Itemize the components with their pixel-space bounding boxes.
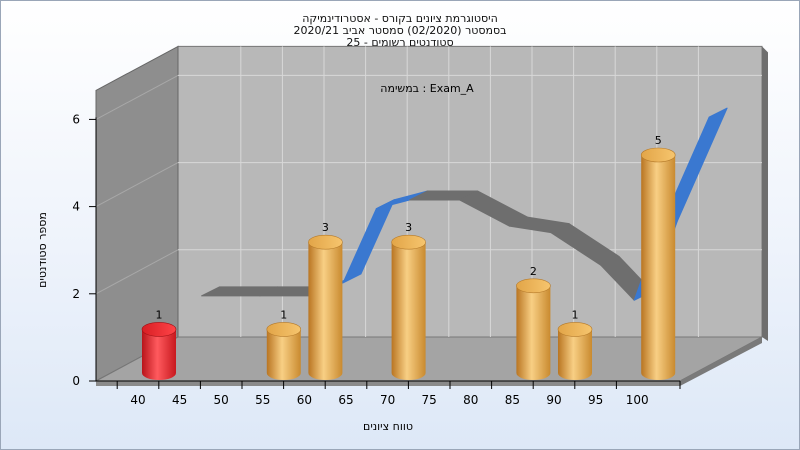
bar-value-label: 5 (655, 134, 662, 147)
grid-line-side (95, 74, 179, 120)
bar-body (142, 329, 176, 380)
back-wall-edge (762, 46, 768, 342)
bar-body (308, 242, 343, 381)
histogram-bar: 1 (557, 308, 593, 380)
bar-body (391, 242, 426, 381)
y-tick-label: 0 (72, 374, 80, 388)
bar-value-label: 3 (322, 221, 329, 234)
x-tick-label: 90 (546, 393, 561, 407)
bar-body (266, 329, 301, 381)
x-tick-label: 55 (255, 393, 270, 407)
x-axis-label: טווח ציונים (363, 420, 413, 433)
grid-line-side (95, 249, 179, 295)
bar-top (640, 147, 676, 163)
bar-body (641, 155, 676, 381)
x-tick-label: 45 (172, 393, 187, 407)
x-tick-label: 100 (626, 393, 649, 407)
histogram-bar: 3 (391, 221, 426, 381)
y-tick-label: 2 (72, 287, 80, 301)
grid-line-side (95, 162, 179, 208)
histogram-bar: 3 (308, 221, 343, 381)
floor-edge (96, 381, 680, 386)
bar-value-label: 3 (405, 221, 412, 234)
histogram-bar: 2 (516, 265, 551, 381)
bar-value-label: 1 (156, 308, 163, 321)
x-tick-label: 75 (422, 393, 437, 407)
x-tick-label: 95 (588, 393, 603, 407)
x-tick-label: 50 (214, 393, 229, 407)
bar-top (516, 278, 551, 294)
bar-top (266, 322, 302, 337)
histogram-bar: 1 (141, 308, 177, 380)
bar-body (516, 285, 551, 381)
exam-annotation: במשימה : Exam_A (380, 82, 474, 95)
histogram-bar: 1 (266, 308, 302, 381)
chart-title-line-2: בסמסטר (02/2020) סמסטר אביב 2020/21 (293, 24, 507, 37)
bar-value-label: 1 (280, 308, 287, 321)
chart-title-line-1: היסטוגרמת ציונים בקורס - אסטרודינמיקה (302, 12, 498, 25)
x-tick-label: 40 (130, 393, 145, 407)
bar-body (558, 329, 592, 380)
y-tick-label: 6 (72, 112, 80, 126)
bar-top (141, 322, 177, 337)
x-tick-label: 80 (463, 393, 478, 407)
x-tick-label: 65 (338, 393, 353, 407)
x-tick-label: 70 (380, 393, 395, 407)
bar-top (557, 322, 593, 337)
y-tick-label: 4 (72, 200, 80, 214)
bar-top (308, 234, 343, 250)
bar-value-label: 1 (572, 308, 579, 321)
x-tick-label: 85 (505, 393, 520, 407)
histogram-bar: 5 (640, 134, 676, 381)
bar-top (391, 234, 426, 250)
y-axis-label: מספר סטודנטים (36, 212, 49, 288)
bar-value-label: 2 (530, 265, 537, 278)
chart-title-line-3: סטודנטים רשומים - 25 (346, 36, 454, 49)
floor-side-edge (680, 337, 762, 386)
x-tick-label: 60 (297, 393, 312, 407)
